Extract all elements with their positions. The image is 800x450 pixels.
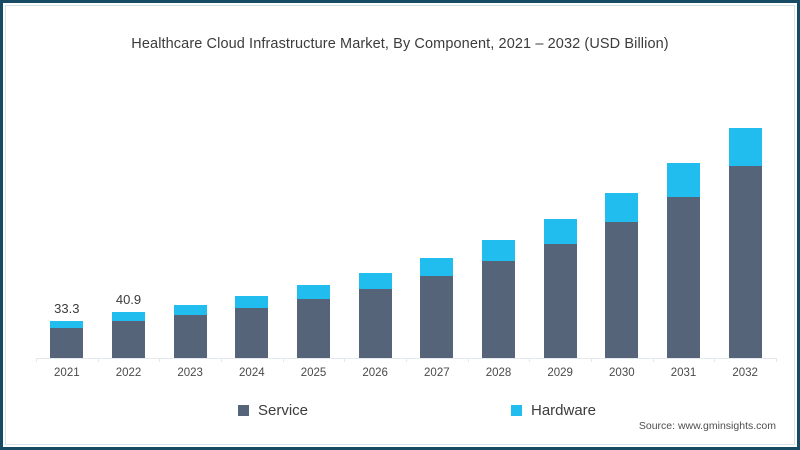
legend-label: Service (258, 402, 309, 419)
bar-segment-service (728, 166, 762, 358)
x-axis-label: 2031 (670, 367, 697, 379)
x-axis-tick (344, 358, 346, 362)
bar-segment-hardware (667, 163, 700, 197)
legend-swatch-icon (511, 405, 522, 416)
x-axis-tick (529, 358, 531, 362)
bar-segment-hardware (297, 285, 330, 300)
x-axis-label: 2024 (239, 367, 265, 379)
x-axis-label: 2029 (547, 367, 573, 379)
bar-segment-service (112, 321, 145, 358)
bar-segment-service (605, 222, 639, 358)
bar-segment-service (420, 276, 454, 358)
x-axis-tick (467, 358, 469, 362)
x-axis-labels: 2021 2022 2023 2024 2025 2026 2027 2028 2029 2030… (36, 358, 777, 383)
legend-swatch-icon (238, 405, 249, 416)
x-axis-tick (714, 358, 716, 362)
legend-label: Hardware (531, 402, 597, 419)
bar-segment-service (173, 315, 207, 358)
bar-segment-hardware (420, 257, 454, 277)
bar-segment-hardware (728, 128, 762, 166)
bar-segment-service (543, 243, 577, 358)
bar-column (173, 304, 207, 358)
x-axis-label: 2023 (177, 367, 203, 379)
bar-column: 33.3 (50, 301, 84, 358)
bar-segment-hardware (235, 295, 269, 308)
bar-column (235, 295, 269, 358)
bar-column (605, 193, 639, 358)
x-axis-label: 2026 (362, 367, 388, 379)
bar-segment-service (50, 328, 84, 358)
bar-column (297, 285, 330, 358)
bar-segment-hardware (173, 304, 207, 316)
x-axis-tick (221, 358, 222, 362)
x-axis-label: 2021 (54, 367, 80, 379)
x-axis-label: 2032 (732, 367, 758, 379)
bar-column (358, 272, 392, 358)
bar-value-label: 33.3 (54, 300, 80, 316)
chart-frame: Healthcare Cloud Infrastructure Market, … (5, 5, 795, 445)
x-axis-tick (652, 358, 654, 362)
bar-column (667, 163, 700, 358)
source-note: Source: www.gminsights.com (638, 420, 776, 432)
bar-segment-hardware (50, 320, 84, 329)
x-axis-tick (406, 358, 407, 362)
bar-segment-hardware (543, 218, 577, 244)
page-title: Healthcare Cloud Infrastructure Market, … (131, 36, 669, 52)
bar-segment-hardware (112, 312, 145, 322)
plot-area: 33.3 40.9 (36, 76, 776, 359)
x-axis-tick (36, 358, 37, 362)
x-axis-label: 2025 (300, 367, 327, 379)
bar-value-label: 40.9 (115, 292, 142, 308)
legend-item-service[interactable]: Service (238, 402, 308, 419)
bar-segment-hardware (358, 272, 392, 289)
x-axis-tick (776, 358, 777, 362)
bar-column (482, 239, 515, 358)
x-axis-label: 2028 (485, 367, 512, 379)
x-axis-tick (591, 358, 592, 362)
bar-segment-service (297, 299, 330, 358)
x-axis-tick (282, 358, 284, 362)
x-axis-tick (159, 358, 161, 362)
bar-column: 40.9 (112, 292, 145, 358)
x-axis-label: 2030 (609, 367, 635, 379)
bar-segment-service (667, 196, 700, 358)
bar-segment-hardware (482, 239, 515, 262)
legend-item-hardware[interactable]: Hardware (511, 402, 596, 419)
bar-column (420, 257, 454, 358)
bar-column (728, 128, 762, 358)
bar-segment-hardware (605, 193, 639, 223)
bar-column (543, 218, 577, 358)
x-axis-tick (97, 358, 99, 362)
bar-segment-service (358, 288, 392, 358)
bar-segment-service (235, 307, 269, 358)
chart-legend: Service Hardware (6, 402, 794, 424)
x-axis-label: 2022 (115, 367, 142, 379)
bar-segment-service (482, 261, 515, 358)
x-axis-label: 2027 (424, 367, 450, 379)
